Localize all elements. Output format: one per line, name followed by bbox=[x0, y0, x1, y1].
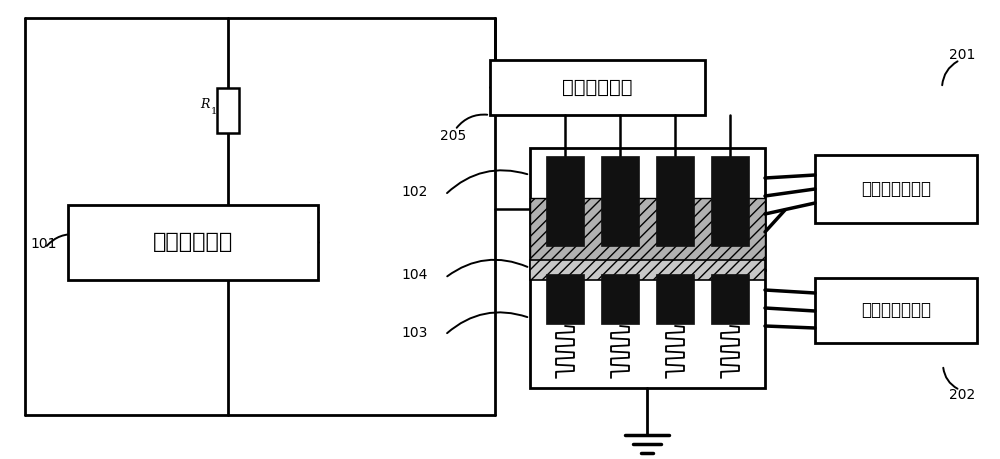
Bar bbox=[530, 148, 765, 270]
Text: 高压直流电源: 高压直流电源 bbox=[153, 232, 233, 252]
Bar bbox=[530, 198, 765, 268]
Bar bbox=[711, 156, 749, 246]
Text: 202: 202 bbox=[949, 388, 975, 402]
Text: 低温恒温循环浴: 低温恒温循环浴 bbox=[861, 301, 931, 319]
Text: 电路保护装置: 电路保护装置 bbox=[562, 78, 632, 96]
Bar bbox=[601, 156, 639, 246]
Text: 高温恒温循环浴: 高温恒温循环浴 bbox=[861, 180, 931, 198]
Text: 102: 102 bbox=[402, 185, 428, 199]
Bar bbox=[711, 274, 749, 324]
Text: R: R bbox=[201, 99, 210, 112]
Bar bbox=[546, 156, 584, 246]
Bar bbox=[68, 205, 318, 280]
Bar bbox=[601, 274, 639, 324]
Text: 201: 201 bbox=[949, 48, 975, 62]
Text: 103: 103 bbox=[402, 326, 428, 340]
Text: 101: 101 bbox=[30, 237, 56, 251]
Text: 1: 1 bbox=[211, 107, 217, 117]
Bar bbox=[815, 278, 977, 343]
Bar bbox=[546, 274, 584, 324]
Bar bbox=[530, 260, 765, 280]
Text: 205: 205 bbox=[440, 129, 466, 143]
Bar bbox=[815, 155, 977, 223]
Bar bbox=[656, 156, 694, 246]
Bar bbox=[217, 88, 239, 133]
Text: 104: 104 bbox=[402, 268, 428, 282]
Bar bbox=[656, 274, 694, 324]
Bar bbox=[490, 60, 705, 115]
Bar bbox=[530, 270, 765, 388]
